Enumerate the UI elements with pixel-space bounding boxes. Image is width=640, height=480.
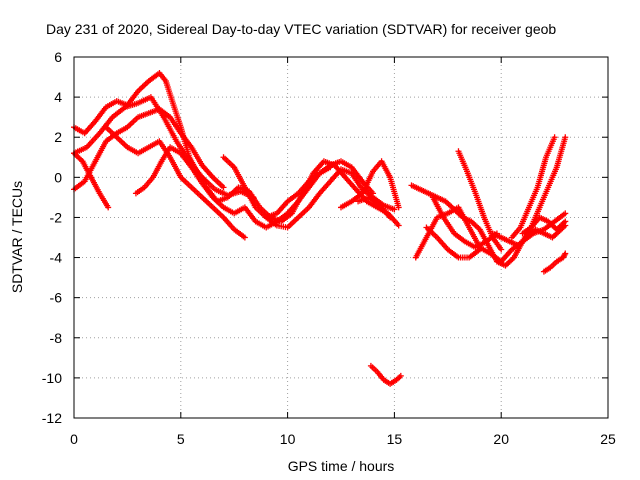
chart-title: Day 231 of 2020, Sidereal Day-to-day VTE… [46,21,556,37]
data-point [105,204,112,211]
y-tick-label: 2 [54,129,62,145]
y-tick-label: 4 [54,89,62,105]
data-point [241,234,248,241]
series-s12 [367,362,404,387]
series-s3 [71,150,112,211]
data-point [562,210,569,217]
series-s17 [455,148,505,253]
x-tick-label: 20 [493,431,509,447]
plot-frame [73,56,609,419]
series-s10 [338,158,402,211]
data-point [391,206,398,213]
data-point [476,246,483,253]
data-point [562,250,569,257]
y-tick-label: -8 [50,330,63,346]
x-tick-label: 25 [600,431,616,447]
data-point [551,134,558,141]
x-tick-label: 10 [280,431,296,447]
series-s19 [508,134,558,241]
y-tick-label: -2 [50,209,63,225]
x-tick-label: 15 [387,431,403,447]
data-point [395,204,402,211]
y-axis-label: SDTVAR / TECUs [9,181,25,293]
series-s5 [103,124,248,241]
y-tick-label: -6 [50,290,63,306]
y-tick-label: -12 [42,410,62,426]
x-tick-label: 5 [177,431,185,447]
series-s20 [519,134,569,237]
grid-lines [74,57,608,418]
series-s11 [355,194,394,221]
data-point [498,246,505,253]
x-axis-ticks: 0 5 10 15 20 25 [70,57,616,447]
data-point [562,134,569,141]
series-s21 [540,250,569,275]
y-axis-ticks: -12 -10 -8 -6 -4 -2 0 2 4 6 [42,49,608,426]
series-s9 [263,166,398,231]
y-tick-label: 6 [54,49,62,65]
data-point [395,222,402,229]
x-tick-label: 0 [70,431,78,447]
data-point [220,184,227,191]
series-s18 [489,222,569,249]
y-tick-label: 0 [54,169,62,185]
data-point [397,372,404,379]
data-point [561,251,568,258]
data-points [71,70,569,387]
x-axis-label: GPS time / hours [288,458,395,474]
data-point [387,214,394,221]
y-tick-label: -10 [42,370,62,386]
y-tick-label: -4 [50,250,63,266]
series-s4 [71,106,227,193]
series-s15 [423,224,483,261]
series-s13 [408,182,569,269]
data-point [562,222,569,229]
